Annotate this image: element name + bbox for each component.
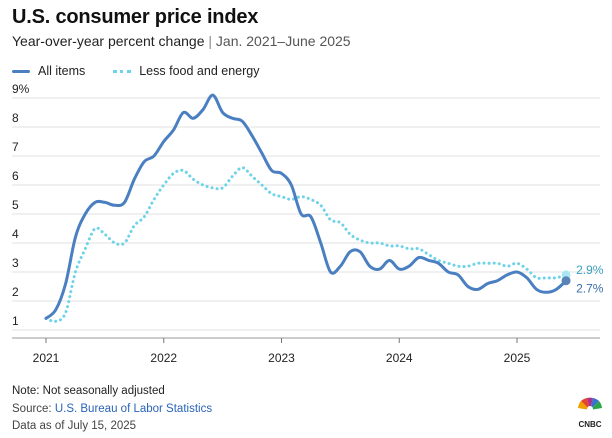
- y-tick-label-9: 9%: [12, 82, 30, 96]
- y-tick-label-1: 1: [12, 314, 19, 328]
- legend-label-core: Less food and energy: [139, 64, 260, 78]
- cnbc-logo-text: CNBC: [578, 420, 601, 429]
- legend: All items Less food and energy: [12, 64, 287, 78]
- end-label-all-items: 2.7%: [576, 282, 604, 296]
- cnbc-logo: CNBC: [578, 397, 602, 429]
- x-tick-label-2021: 2021: [33, 351, 60, 365]
- legend-item-all-items: All items: [12, 64, 85, 78]
- x-tick-label-2023: 2023: [268, 351, 295, 365]
- subtitle-main: Year-over-year percent change: [12, 33, 205, 49]
- x-tick-label-2025: 2025: [504, 351, 531, 365]
- end-label-core: 2.9%: [576, 263, 604, 277]
- y-tick-label-3: 3: [12, 256, 19, 270]
- source-line: Source: U.S. Bureau of Labor Statistics: [12, 403, 212, 415]
- source-link[interactable]: U.S. Bureau of Labor Statistics: [54, 403, 213, 415]
- x-tick-label-2022: 2022: [150, 351, 177, 365]
- y-tick-label-6: 6: [12, 169, 19, 183]
- y-tick-label-5: 5: [12, 198, 19, 212]
- y-tick-label-7: 7: [12, 140, 19, 154]
- chart-subtitle: Year-over-year percent change | Jan. 202…: [12, 33, 351, 49]
- legend-swatch-core: [113, 69, 132, 73]
- data-as-of: Data as of July 15, 2025: [12, 420, 137, 432]
- subtitle-separator: |: [208, 33, 213, 49]
- subtitle-range: Jan. 2021–June 2025: [215, 33, 351, 49]
- series-line-all-items: [44, 93, 568, 320]
- footnote: Note: Not seasonally adjusted: [12, 385, 165, 397]
- chart-title: U.S. consumer price index: [12, 6, 259, 28]
- legend-item-core: Less food and energy: [113, 64, 259, 78]
- y-tick-label-4: 4: [12, 227, 19, 241]
- legend-swatch-all-items: [12, 69, 30, 73]
- y-tick-label-8: 8: [12, 111, 19, 125]
- x-tick-label-2024: 2024: [386, 351, 413, 365]
- legend-label-all-items: All items: [38, 64, 86, 78]
- y-tick-label-2: 2: [12, 285, 19, 299]
- series-line-core: [44, 166, 568, 323]
- end-marker-all-items: [561, 276, 571, 286]
- source-prefix: Source:: [12, 403, 55, 415]
